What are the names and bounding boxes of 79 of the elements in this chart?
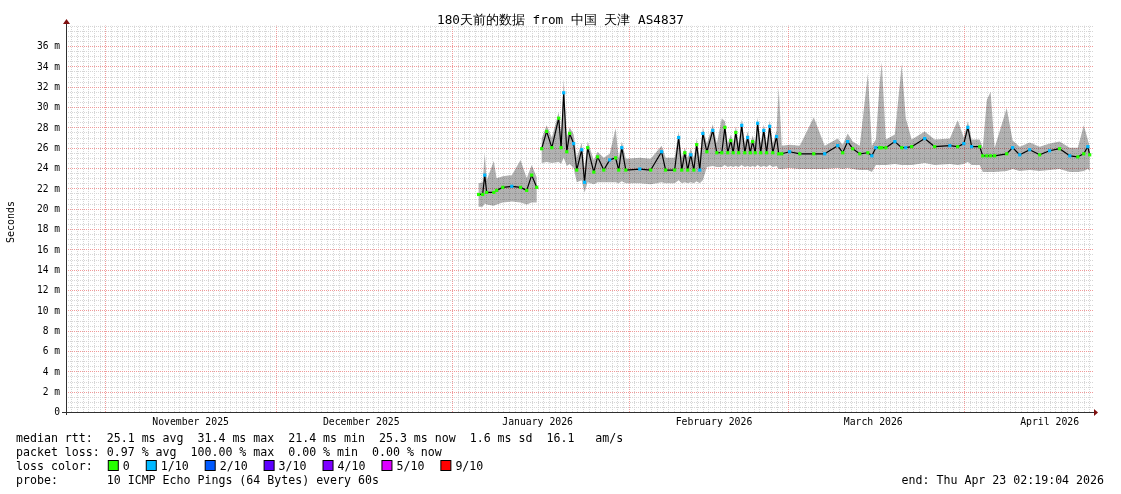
point bbox=[768, 124, 772, 128]
text: probe: 10 ICMP Echo Pings (64 Bytes) every 60s bbox=[16, 473, 379, 487]
y-tick-label: 0 bbox=[54, 406, 61, 418]
legend-label: 0 bbox=[122, 459, 130, 473]
x-tick-label: March 2026 bbox=[843, 416, 903, 427]
point bbox=[562, 91, 566, 95]
point bbox=[870, 154, 874, 158]
point bbox=[904, 146, 908, 150]
y-tick-label: 16 m bbox=[36, 243, 61, 255]
point bbox=[966, 125, 970, 129]
point bbox=[788, 150, 792, 154]
y-tick-label: 6 m bbox=[42, 345, 61, 357]
legend-label: 1/10 bbox=[160, 459, 189, 473]
y-tick-label: 10 m bbox=[36, 304, 61, 316]
y-tick-label: 4 m bbox=[42, 365, 61, 377]
point bbox=[572, 142, 576, 146]
point bbox=[638, 167, 642, 171]
y-tick-label: 18 m bbox=[36, 223, 61, 235]
y-tick-label: 14 m bbox=[36, 264, 61, 276]
y-tick-label: 8 m bbox=[42, 325, 61, 337]
point bbox=[948, 144, 952, 148]
y-tick-label: 2 m bbox=[42, 386, 61, 398]
point bbox=[836, 144, 840, 148]
x-tick-label: January 2026 bbox=[502, 416, 574, 427]
point bbox=[677, 135, 681, 140]
legend-label: 5/10 bbox=[396, 459, 425, 473]
point bbox=[740, 123, 744, 127]
y-tick-label: 36 m bbox=[36, 40, 61, 52]
y-tick-label: 28 m bbox=[36, 121, 61, 133]
x-tick-label: December 2025 bbox=[322, 416, 400, 427]
legend-title: loss color: bbox=[16, 459, 93, 473]
point bbox=[580, 148, 584, 152]
legend-label: 9/10 bbox=[455, 459, 484, 473]
point bbox=[1048, 149, 1052, 153]
text: packet loss: 0.97 % avg 100.00 % max 0.00 % min 0.00 % now bbox=[16, 445, 442, 459]
point bbox=[1086, 145, 1090, 149]
point bbox=[1011, 146, 1015, 150]
point bbox=[762, 128, 766, 133]
point bbox=[582, 180, 587, 184]
point bbox=[1028, 148, 1032, 152]
point bbox=[846, 139, 850, 144]
point bbox=[774, 134, 779, 139]
y-tick-label: 12 m bbox=[36, 284, 61, 296]
point bbox=[970, 145, 974, 149]
y-tick-label: 26 m bbox=[36, 142, 61, 154]
y-tick-label: 24 m bbox=[36, 162, 61, 174]
point bbox=[510, 184, 514, 188]
point bbox=[701, 131, 705, 136]
text: end: Thu Apr 23 02:19:04 2026 bbox=[901, 473, 1105, 487]
point bbox=[823, 152, 827, 156]
text: median rtt: 25.1 ms avg 31.4 ms max 21.4 ms min 25.3 ms now 1.6 ms sd 16.1 am/s bbox=[16, 430, 624, 445]
x-tick-label: November 2025 bbox=[152, 416, 230, 427]
y-tick-label: 34 m bbox=[36, 60, 61, 72]
point bbox=[874, 146, 878, 150]
point bbox=[620, 146, 624, 150]
y-axis-title: Seconds bbox=[5, 200, 16, 244]
point bbox=[660, 150, 664, 154]
point bbox=[746, 135, 750, 140]
point bbox=[893, 139, 897, 144]
point bbox=[711, 128, 715, 133]
y-tick-label: 22 m bbox=[36, 182, 61, 194]
point bbox=[608, 158, 612, 162]
point bbox=[923, 136, 927, 141]
legend-label: 4/10 bbox=[337, 459, 366, 473]
point bbox=[1018, 153, 1022, 157]
point bbox=[756, 121, 760, 125]
point bbox=[1068, 154, 1072, 158]
chart-title: 180天前的数据 from 中国 天津 AS4837 bbox=[437, 12, 684, 27]
point bbox=[483, 173, 487, 177]
x-tick-label: April 2026 bbox=[1020, 416, 1080, 427]
legend-label: 3/10 bbox=[278, 459, 307, 473]
point bbox=[689, 153, 693, 157]
point bbox=[962, 142, 966, 146]
x-tick-label: February 2026 bbox=[675, 416, 753, 427]
y-tick-label: 32 m bbox=[36, 81, 61, 93]
point bbox=[698, 168, 702, 172]
y-tick-label: 30 m bbox=[36, 101, 61, 113]
legend-label: 2/10 bbox=[219, 459, 248, 473]
y-tick-label: 20 m bbox=[36, 203, 61, 215]
